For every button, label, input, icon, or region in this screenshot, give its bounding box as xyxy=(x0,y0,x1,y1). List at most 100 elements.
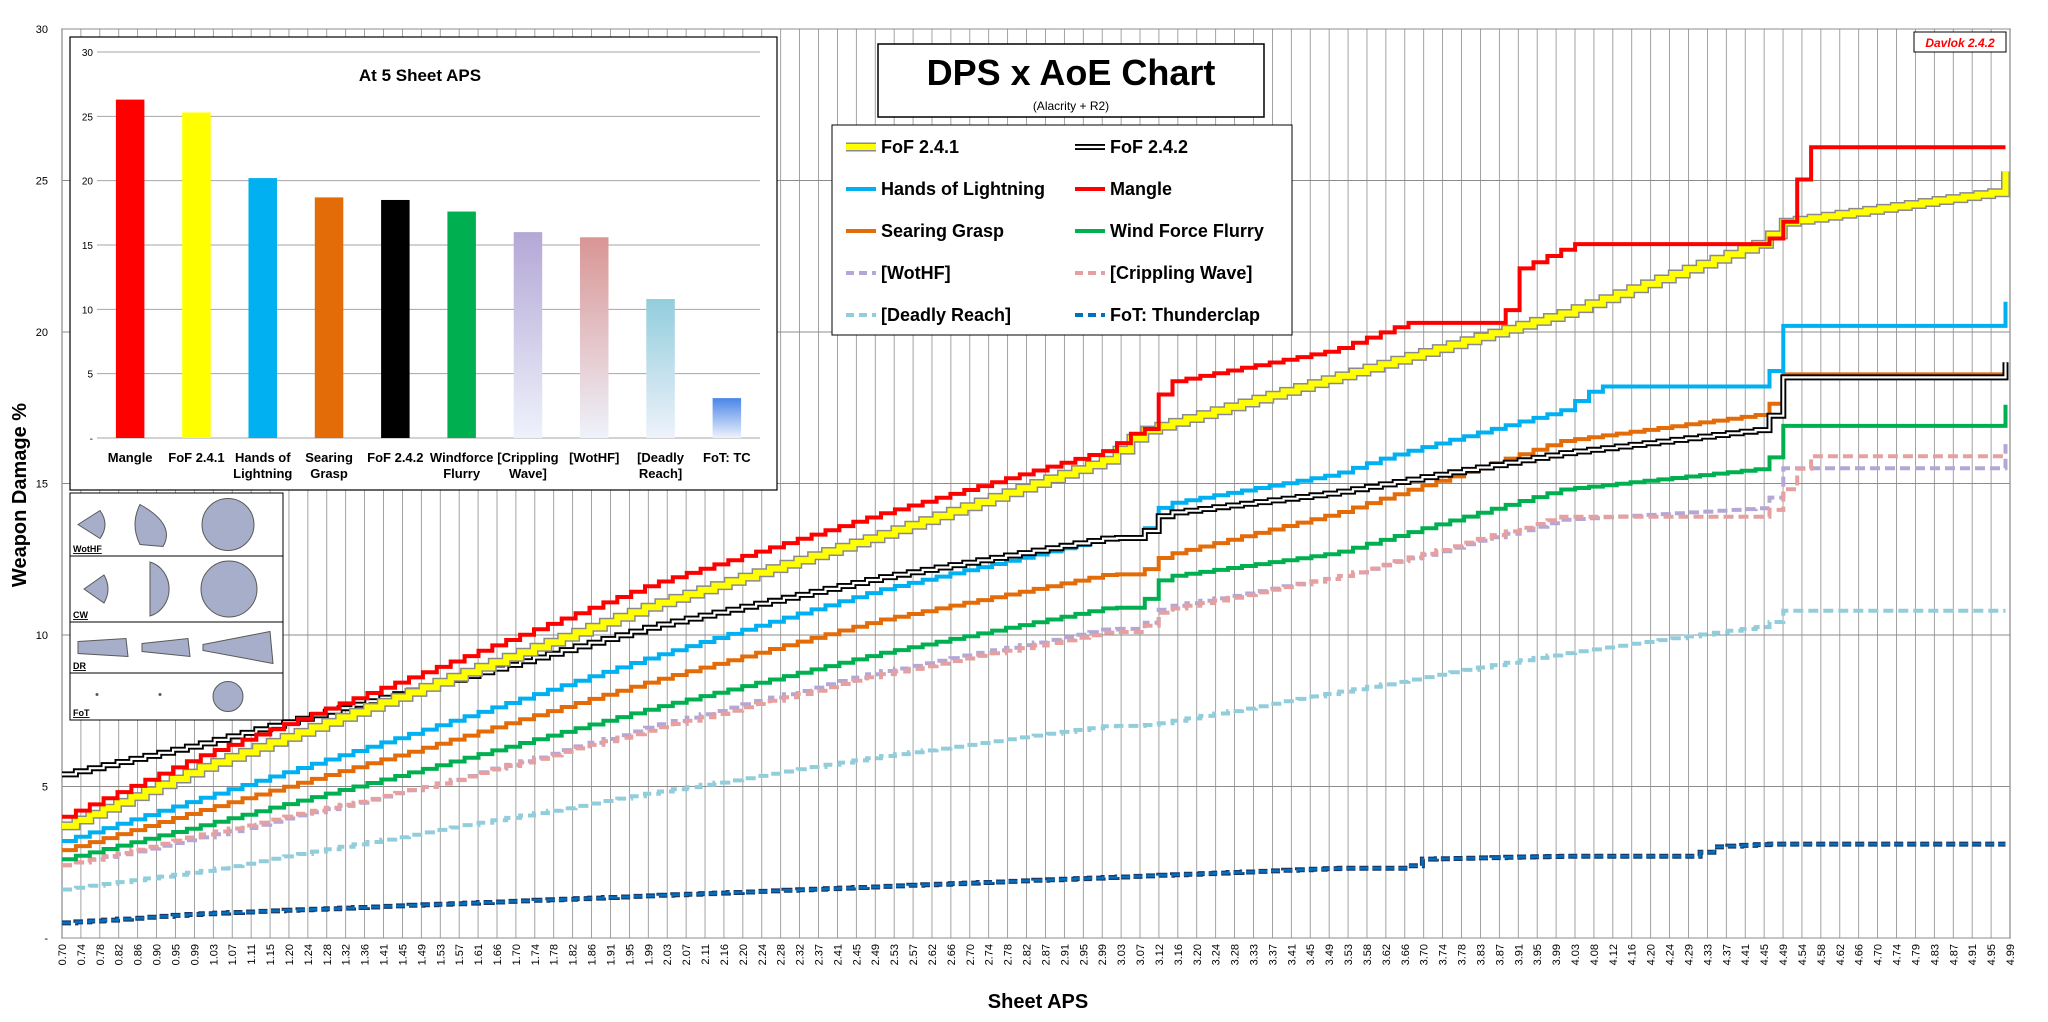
x-tick-label: 2.91 xyxy=(1059,944,1071,965)
x-tick-label: 2.49 xyxy=(870,944,882,965)
x-tick-label: 2.03 xyxy=(662,944,674,965)
x-tick-label: 1.57 xyxy=(454,944,466,965)
legend-label: [Deadly Reach] xyxy=(881,305,1011,325)
x-tick-label: 1.53 xyxy=(435,944,447,965)
x-tick-label: 3.70 xyxy=(1419,944,1431,965)
x-tick-label: 0.74 xyxy=(76,944,88,965)
legend-label: [WotHF] xyxy=(881,263,951,283)
legend-entry: [Crippling Wave] xyxy=(1075,263,1252,283)
y-tick-label: 5 xyxy=(42,782,48,794)
series-wothf xyxy=(62,444,2008,868)
x-tick-label: 2.70 xyxy=(965,944,977,965)
x-tick-label: 4.87 xyxy=(1948,944,1960,965)
x-tick-label: 0.95 xyxy=(170,944,182,965)
x-axis-label: Sheet APS xyxy=(988,991,1088,1013)
x-axis-ticks: 0.70 0.74 0.78 0.82 0.86 0.90 0.95 0.99 1.03 1.07… xyxy=(57,944,2017,965)
x-tick-label: 2.45 xyxy=(851,944,863,965)
x-tick-label: 2.66 xyxy=(946,944,958,965)
inset-bar xyxy=(579,237,609,438)
legend-label: Searing Grasp xyxy=(881,221,1004,241)
x-tick-label: 4.74 xyxy=(1892,944,1904,965)
x-tick-label: 3.16 xyxy=(1173,944,1185,965)
x-tick-label: 1.95 xyxy=(624,944,636,965)
legend-label: FoT: Thunderclap xyxy=(1110,305,1260,325)
x-tick-label: 3.78 xyxy=(1457,944,1469,965)
x-tick-label: 1.66 xyxy=(492,944,504,965)
x-tick-label: 2.62 xyxy=(927,944,939,965)
x-tick-label: 3.99 xyxy=(1551,944,1563,965)
x-tick-label: 1.28 xyxy=(322,944,334,965)
x-tick-label: 1.36 xyxy=(360,944,372,965)
y-axis-ticks: - 5 10 15 20 25 30 xyxy=(36,24,49,945)
x-tick-label: 1.78 xyxy=(549,944,561,965)
x-tick-label: 4.49 xyxy=(1778,944,1790,965)
inset-y-tick-label: 5 xyxy=(87,370,93,381)
legend-label: FoF 2.4.2 xyxy=(1110,137,1188,157)
x-tick-label: 1.74 xyxy=(530,944,542,965)
series-fof-2-4-1 xyxy=(62,171,2010,831)
inset-category-label: Mangle xyxy=(108,450,153,465)
series-fot-thunderclap xyxy=(62,841,2006,926)
series-hands-of-lightning xyxy=(62,301,2008,843)
legend-entry: Mangle xyxy=(1075,179,1172,199)
x-tick-label: 0.86 xyxy=(133,944,145,965)
inset-category-label: Lightning xyxy=(233,466,292,481)
x-tick-label: 4.54 xyxy=(1797,944,1809,965)
x-tick-label: 0.90 xyxy=(152,944,164,965)
legend-entry: Hands of Lightning xyxy=(846,179,1045,199)
x-tick-label: 0.82 xyxy=(114,944,126,965)
x-tick-label: 3.53 xyxy=(1343,944,1355,965)
legend-entry: Wind Force Flurry xyxy=(1075,221,1264,241)
x-tick-label: 3.33 xyxy=(1248,944,1260,965)
inset-category-label: Reach] xyxy=(639,466,682,481)
x-tick-label: 2.74 xyxy=(984,944,996,965)
x-tick-label: 3.37 xyxy=(1267,944,1279,965)
inset-bar xyxy=(248,178,278,439)
inset-bar xyxy=(447,211,476,438)
series-searing-grasp xyxy=(62,372,2006,853)
inset-bar xyxy=(513,232,543,438)
x-tick-label: 1.20 xyxy=(284,944,296,965)
x-tick-label: 1.45 xyxy=(397,944,409,965)
x-tick-label: 3.41 xyxy=(1286,944,1298,965)
inset-bar xyxy=(182,112,211,439)
x-tick-label: 3.03 xyxy=(1116,944,1128,965)
chart-subtitle: (Alacrity + R2) xyxy=(1033,99,1109,113)
version-tag: Davlok 2.4.2 xyxy=(1925,36,1995,50)
x-tick-label: 1.99 xyxy=(643,944,655,965)
y-tick-label: 15 xyxy=(36,479,48,491)
inset-title: At 5 Sheet APS xyxy=(359,66,481,85)
legend-label: [Crippling Wave] xyxy=(1110,263,1252,283)
legend-label: Mangle xyxy=(1110,179,1172,199)
x-tick-label: 3.24 xyxy=(1211,944,1223,965)
x-tick-label: 2.37 xyxy=(814,944,826,965)
legend-label: Wind Force Flurry xyxy=(1110,221,1264,241)
inset-bar xyxy=(314,197,344,438)
x-tick-label: 2.07 xyxy=(681,944,693,965)
x-tick-label: 3.28 xyxy=(1230,944,1242,965)
series-mangle xyxy=(62,145,2006,819)
x-tick-label: 3.62 xyxy=(1381,944,1393,965)
x-tick-label: 3.20 xyxy=(1192,944,1204,965)
inset-category-label: FoF 2.4.2 xyxy=(367,450,423,465)
x-tick-label: 4.58 xyxy=(1816,944,1828,965)
x-tick-label: 4.12 xyxy=(1608,944,1620,965)
inset-y-tick-label: - xyxy=(90,434,93,445)
y-tick-label: - xyxy=(44,933,48,945)
x-tick-label: 0.78 xyxy=(95,944,107,965)
x-tick-label: 4.16 xyxy=(1627,944,1639,965)
x-tick-label: 3.91 xyxy=(1513,944,1525,965)
x-tick-label: 4.91 xyxy=(1967,944,1979,965)
inset-category-label: Windforce xyxy=(430,450,493,465)
x-tick-label: 1.82 xyxy=(568,944,580,965)
x-tick-label: 1.07 xyxy=(227,944,239,965)
x-tick-label: 1.32 xyxy=(341,944,353,965)
x-tick-label: 1.41 xyxy=(379,944,391,965)
legend-label: Hands of Lightning xyxy=(881,179,1045,199)
x-tick-label: 4.95 xyxy=(1986,944,1998,965)
x-tick-label: 1.70 xyxy=(511,944,523,965)
aoe-shapes-panel: WotHF CW DR FoT xyxy=(69,492,284,721)
x-tick-label: 4.99 xyxy=(2005,944,2017,965)
inset-category-label: Searing xyxy=(305,450,353,465)
